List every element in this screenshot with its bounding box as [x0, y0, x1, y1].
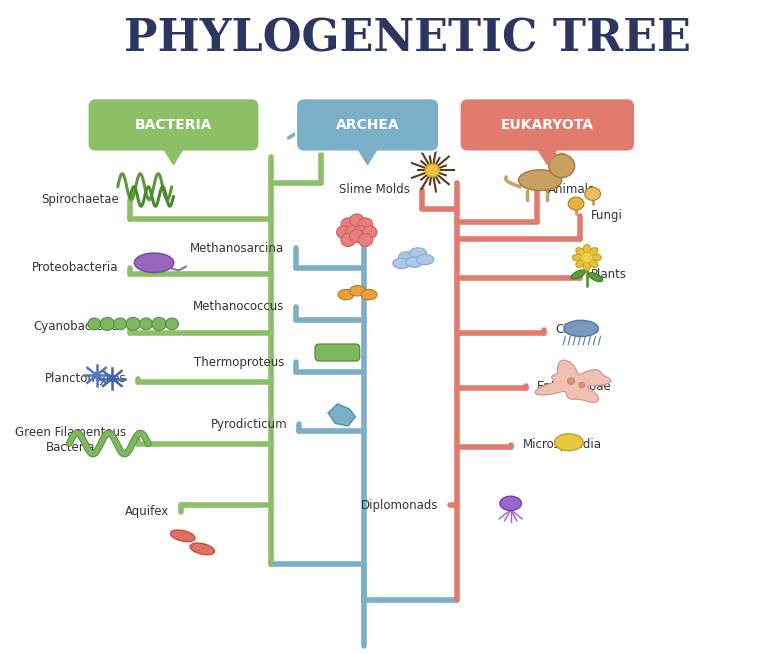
Circle shape [354, 226, 369, 239]
Polygon shape [161, 144, 187, 165]
Circle shape [568, 378, 574, 385]
Text: Microsporidia: Microsporidia [523, 438, 602, 451]
Ellipse shape [416, 254, 434, 264]
Circle shape [579, 383, 584, 388]
Text: Proteobacteria: Proteobacteria [32, 261, 119, 274]
Circle shape [93, 372, 100, 379]
Circle shape [100, 317, 114, 330]
Text: EUKARYOTA: EUKARYOTA [501, 118, 594, 132]
Polygon shape [355, 144, 380, 165]
Ellipse shape [406, 257, 423, 267]
Circle shape [88, 318, 101, 330]
FancyBboxPatch shape [88, 98, 260, 151]
Circle shape [358, 218, 372, 231]
Text: Aquifex: Aquifex [125, 505, 169, 518]
Text: Animals: Animals [548, 183, 595, 197]
Ellipse shape [518, 170, 561, 191]
Ellipse shape [588, 272, 603, 281]
Text: Fungi: Fungi [591, 210, 623, 223]
Text: Gram
Positives: Gram Positives [306, 119, 358, 148]
Text: Pyrodicticum: Pyrodicticum [211, 417, 288, 430]
Ellipse shape [361, 289, 377, 300]
Ellipse shape [392, 258, 410, 268]
Polygon shape [328, 404, 356, 426]
Ellipse shape [399, 251, 415, 262]
Ellipse shape [583, 245, 591, 253]
Polygon shape [535, 144, 561, 165]
Ellipse shape [571, 270, 585, 279]
Ellipse shape [568, 197, 584, 210]
Text: Methanococcus: Methanococcus [193, 300, 284, 313]
Text: Plants: Plants [591, 268, 627, 281]
Circle shape [114, 318, 127, 330]
Ellipse shape [170, 530, 195, 542]
Circle shape [358, 234, 372, 247]
Ellipse shape [564, 321, 598, 336]
Ellipse shape [589, 247, 598, 255]
Circle shape [336, 226, 351, 239]
FancyBboxPatch shape [315, 344, 359, 361]
Circle shape [109, 375, 116, 382]
Circle shape [349, 230, 364, 243]
Text: ARCHEA: ARCHEA [336, 118, 399, 132]
Ellipse shape [134, 253, 174, 272]
Ellipse shape [190, 543, 214, 554]
Ellipse shape [584, 187, 601, 200]
Circle shape [349, 214, 364, 227]
Circle shape [346, 226, 359, 239]
Text: Methanosarcina: Methanosarcina [190, 242, 284, 255]
Text: Entamoebae: Entamoebae [538, 380, 612, 393]
FancyBboxPatch shape [296, 98, 439, 151]
Circle shape [140, 318, 153, 330]
Text: Diplomonads: Diplomonads [361, 499, 439, 512]
Ellipse shape [554, 434, 583, 451]
Ellipse shape [576, 247, 584, 255]
Text: Spirochaetae: Spirochaetae [41, 193, 119, 206]
Circle shape [166, 318, 178, 330]
Text: Green Filamentous
Bacteria: Green Filamentous Bacteria [15, 426, 126, 454]
Ellipse shape [589, 260, 598, 268]
Circle shape [152, 317, 166, 330]
Ellipse shape [338, 289, 354, 300]
Text: PHYLOGENETIC TREE: PHYLOGENETIC TREE [124, 18, 690, 61]
Circle shape [341, 234, 356, 247]
Text: Thermoproteus: Thermoproteus [194, 356, 284, 369]
Circle shape [341, 218, 356, 231]
Circle shape [362, 226, 377, 239]
Circle shape [425, 164, 439, 177]
Text: Planctomyces: Planctomyces [45, 372, 126, 385]
Text: Cyanobacteria: Cyanobacteria [33, 320, 119, 333]
Text: BACTERIA: BACTERIA [134, 118, 212, 132]
Ellipse shape [576, 260, 584, 268]
Circle shape [549, 154, 574, 178]
Text: Ciliates: Ciliates [555, 323, 599, 336]
Polygon shape [535, 360, 611, 402]
Ellipse shape [583, 261, 591, 270]
Circle shape [581, 252, 593, 263]
Circle shape [126, 317, 141, 330]
Ellipse shape [409, 248, 426, 258]
Ellipse shape [500, 496, 521, 511]
FancyBboxPatch shape [459, 98, 635, 151]
Text: Slime Molds: Slime Molds [339, 183, 410, 197]
Ellipse shape [591, 254, 601, 261]
Ellipse shape [349, 285, 366, 296]
Ellipse shape [572, 254, 583, 261]
